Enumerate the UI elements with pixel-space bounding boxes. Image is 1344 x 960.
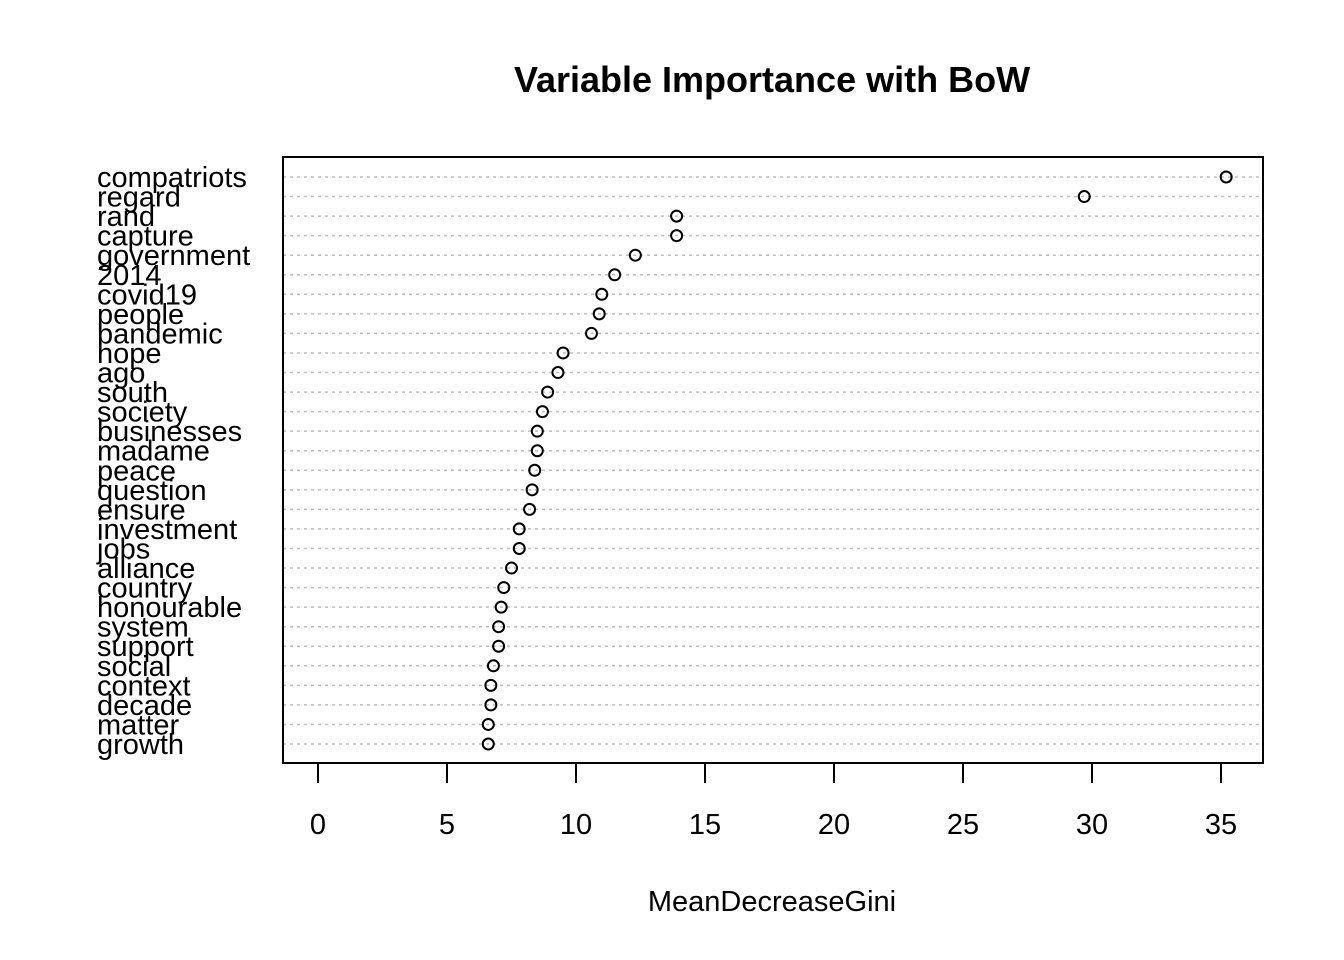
category-label: support: [97, 631, 194, 663]
category-label: investment: [97, 514, 237, 546]
category-label: alliance: [97, 553, 195, 585]
category-label: regard: [97, 182, 181, 214]
data-point-rand: [670, 209, 684, 223]
grid-lines: [283, 176, 1263, 745]
data-point-society: [535, 405, 549, 419]
data-point-covid19: [595, 287, 609, 301]
data-point-matter: [481, 717, 495, 731]
category-label: system: [97, 612, 189, 644]
category-label: social: [97, 651, 171, 683]
x-tick-label: 15: [689, 809, 721, 841]
category-label: madame: [97, 436, 210, 468]
data-point-people: [592, 307, 606, 321]
category-label: rand: [97, 201, 155, 233]
category-label: capture: [97, 221, 194, 253]
data-point-growth: [481, 737, 495, 751]
x-tick-label: 5: [439, 809, 455, 841]
data-point-jobs: [512, 541, 526, 555]
x-axis: 0 5 10 15 20 25 30 35: [310, 762, 1237, 841]
category-label: pandemic: [97, 318, 223, 350]
data-point-south: [541, 385, 555, 399]
x-tick-label: 25: [947, 809, 979, 841]
chart-title: Variable Importance with BoW: [514, 59, 1030, 100]
category-label: government: [97, 240, 250, 272]
category-label: south: [97, 377, 168, 409]
category-label: decade: [97, 690, 192, 722]
data-point-regard: [1077, 190, 1091, 204]
data-point-alliance: [505, 561, 518, 575]
category-label: growth: [97, 729, 184, 761]
data-point-madame: [530, 444, 544, 458]
data-point-support: [492, 639, 506, 653]
data-point-ensure: [523, 502, 537, 516]
x-tick-label: 30: [1076, 809, 1108, 841]
data-point-capture: [670, 229, 684, 243]
category-label: hope: [97, 338, 162, 370]
data-points: [481, 170, 1233, 751]
category-label: country: [97, 573, 193, 605]
data-point-government: [628, 248, 642, 262]
category-labels: compatriotsregardrandcapturegovernment20…: [96, 162, 250, 761]
category-label: honourable: [97, 592, 242, 624]
x-tick-label: 0: [310, 809, 326, 841]
data-point-ago: [551, 366, 565, 380]
data-point-businesses: [530, 424, 544, 438]
data-point-system: [492, 620, 506, 634]
data-point-hope: [556, 346, 570, 360]
category-label: compatriots: [97, 162, 247, 194]
plot-frame: [282, 156, 1264, 764]
x-tick-label: 10: [560, 809, 592, 841]
data-point-pandemic: [584, 326, 598, 340]
category-label: ensure: [97, 494, 186, 526]
data-point-honourable: [494, 600, 508, 614]
data-point-2014: [608, 268, 622, 282]
category-label: people: [97, 299, 184, 331]
category-label: ago: [97, 358, 145, 390]
x-tick-label: 35: [1205, 809, 1237, 841]
data-point-country: [497, 581, 511, 595]
category-label: covid19: [97, 279, 197, 311]
category-label: context: [97, 670, 191, 702]
category-label: matter: [97, 709, 180, 741]
category-label: businesses: [97, 416, 242, 448]
category-label: jobs: [96, 533, 150, 565]
data-point-question: [525, 483, 539, 497]
category-label: question: [97, 475, 207, 507]
data-point-decade: [484, 698, 498, 712]
data-point-investment: [512, 522, 526, 536]
data-point-context: [484, 678, 498, 692]
data-point-social: [486, 659, 500, 673]
data-point-peace: [528, 463, 542, 477]
x-axis-title: MeanDecreaseGini: [648, 886, 896, 918]
category-label: peace: [97, 455, 176, 487]
category-label: 2014: [97, 260, 162, 292]
data-point-compatriots: [1219, 170, 1233, 184]
x-tick-label: 20: [818, 809, 850, 841]
category-label: society: [97, 397, 188, 429]
